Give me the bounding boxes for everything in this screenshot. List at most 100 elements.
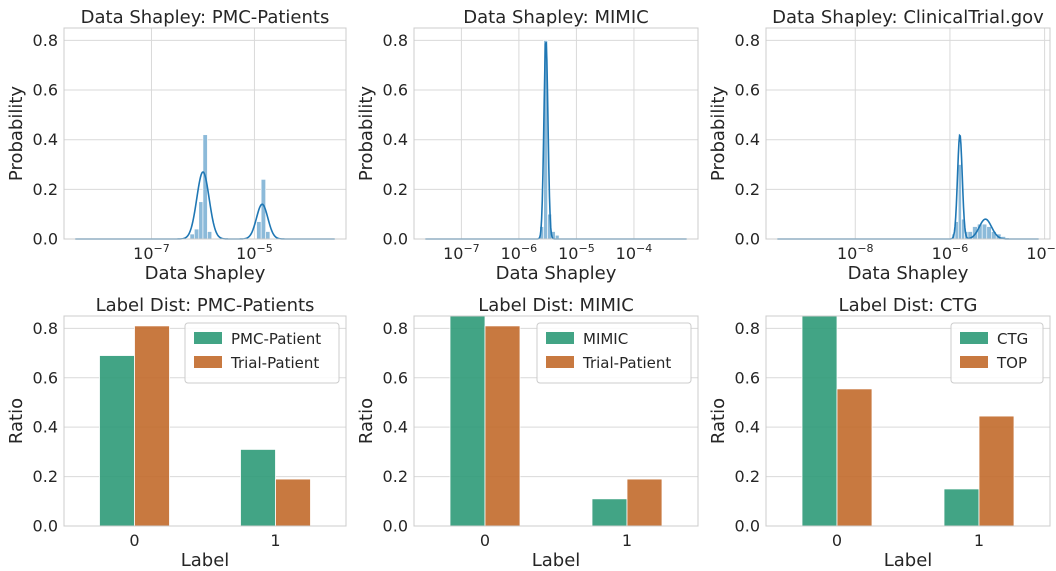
- axes-frame: [63, 27, 347, 240]
- bar: [591, 498, 628, 527]
- y-tick-label: 0.0: [735, 230, 760, 249]
- x-axis-label: Label: [532, 550, 581, 571]
- subplot-title: Data Shapley: ClinicalTrial.gov: [772, 7, 1044, 28]
- y-tick-label: 0.8: [383, 319, 408, 338]
- y-tick-label: 0.4: [735, 418, 760, 437]
- histogram-bin: [981, 223, 988, 240]
- bar: [449, 315, 486, 527]
- y-tick-label: 0.6: [383, 81, 408, 100]
- y-tick-label: 0.8: [735, 319, 760, 338]
- x-axis-label: Data Shapley: [145, 263, 266, 284]
- y-tick-label: 0.2: [383, 467, 408, 486]
- subplot-6: 0 1 CTG TOP 0.0 0.2 0.4 0.6 0.8 Label Dist: CTG La…: [708, 295, 1051, 571]
- legend-swatch: [546, 356, 574, 368]
- histogram-bin: [265, 231, 271, 240]
- bar: [240, 449, 276, 527]
- y-tick-label: 0.2: [33, 180, 58, 199]
- y-tick-label: 0.4: [735, 130, 760, 149]
- x-tick-label: 10−7: [133, 242, 170, 263]
- y-tick-label: 0.0: [33, 517, 58, 536]
- bar: [134, 325, 170, 527]
- subplot-title: Data Shapley: MIMIC: [463, 7, 648, 28]
- y-tick-label: 0.6: [33, 81, 58, 100]
- y-tick-label: 0.4: [33, 130, 58, 149]
- y-tick-label: 0.4: [33, 418, 58, 437]
- y-tick-label: 0.8: [33, 31, 58, 50]
- bar: [978, 415, 1015, 527]
- y-tick-label: 0.0: [33, 230, 58, 249]
- y-axis-label: Probability: [356, 86, 377, 181]
- subplot-4: 0 1 PMC-Patient Trial-Patient 0.0 0.2 0.4 0.6 0.…: [6, 295, 347, 571]
- y-tick-label: 0.2: [33, 467, 58, 486]
- x-axis-label: Data Shapley: [496, 263, 617, 284]
- y-axis-label: Ratio: [708, 398, 729, 444]
- legend-swatch: [194, 356, 222, 368]
- x-axis-label: Data Shapley: [848, 263, 969, 284]
- y-tick-label: 0.6: [383, 368, 408, 387]
- kde-curve: [425, 41, 687, 240]
- y-axis-label: Ratio: [356, 398, 377, 444]
- bar: [275, 478, 311, 527]
- x-tick-label: 10−4: [1026, 242, 1056, 263]
- y-tick-label: 0.6: [33, 368, 58, 387]
- legend-label: CTG: [997, 330, 1028, 348]
- x-tick-label: 10−7: [443, 242, 480, 263]
- histogram-bin: [207, 231, 213, 240]
- x-tick-label: 0: [129, 531, 139, 550]
- subplot-2: 10−7 10−6 10−5 10−4 0.0 0.2 0.4 0.6 0.8 Data Shap…: [356, 7, 699, 284]
- axes-frame: [413, 27, 699, 240]
- bar: [99, 355, 135, 527]
- y-tick-label: 0.6: [735, 81, 760, 100]
- bar: [801, 315, 838, 527]
- y-tick-label: 0.4: [383, 418, 408, 437]
- y-tick-label: 0.8: [735, 31, 760, 50]
- y-tick-label: 0.4: [383, 130, 408, 149]
- x-axis-label: Label: [181, 550, 230, 571]
- legend: [536, 322, 692, 384]
- x-tick-label: 0: [832, 531, 842, 550]
- y-axis-label: Probability: [708, 86, 729, 181]
- x-tick-label: 10−4: [616, 242, 653, 263]
- x-axis-label: Label: [884, 550, 933, 571]
- legend-swatch: [960, 356, 988, 368]
- axes-frame: [413, 315, 699, 527]
- legend-swatch: [960, 332, 988, 344]
- histogram-bin: [256, 221, 262, 240]
- x-tick-label: 1: [270, 531, 280, 550]
- y-tick-label: 0.2: [735, 180, 760, 199]
- legend-swatch: [546, 332, 574, 344]
- y-tick-label: 0.0: [383, 517, 408, 536]
- bar: [836, 388, 873, 527]
- legend-label: Trial-Patient: [230, 354, 319, 372]
- x-tick-label: 1: [974, 531, 984, 550]
- kde-curve: [777, 133, 1039, 240]
- y-tick-label: 0.6: [735, 368, 760, 387]
- axes-frame: [765, 27, 1051, 240]
- y-axis-label: Probability: [6, 86, 27, 181]
- subplot-1: 10−7 10−5 0.0 0.2 0.4 0.6 0.8 Data Shapley: PMC…: [6, 7, 347, 284]
- subplot-3: 10−8 10−6 10−4 0.0 0.2 0.4 0.6 0.8 Data Shapley:…: [708, 7, 1056, 284]
- subplot-title: Data Shapley: PMC-Patients: [81, 7, 330, 28]
- subplot-5: 0 1 MIMIC Trial-Patient 0.0 0.2 0.4 0.6 0.8 Label…: [356, 295, 699, 571]
- x-tick-label: 10−8: [837, 242, 874, 263]
- bar: [484, 325, 521, 527]
- y-axis-label: Ratio: [6, 398, 27, 444]
- legend-label: TOP: [996, 354, 1027, 372]
- bar: [626, 478, 663, 527]
- y-tick-label: 0.0: [735, 517, 760, 536]
- legend-swatch: [194, 332, 222, 344]
- x-tick-label: 10−6: [501, 242, 538, 263]
- y-tick-label: 0.8: [33, 319, 58, 338]
- y-tick-label: 0.2: [383, 180, 408, 199]
- subplot-title: Label Dist: PMC-Patients: [96, 295, 315, 316]
- legend-label: MIMIC: [583, 330, 628, 348]
- histogram-bin: [957, 164, 962, 240]
- histogram-bin: [194, 228, 200, 240]
- x-tick-label: 0: [480, 531, 490, 550]
- histogram-bin: [986, 226, 992, 240]
- x-tick-label: 10−5: [558, 242, 595, 263]
- y-tick-label: 0.8: [383, 31, 408, 50]
- x-tick-label: 10−6: [932, 242, 969, 263]
- axes-frame: [765, 315, 1051, 527]
